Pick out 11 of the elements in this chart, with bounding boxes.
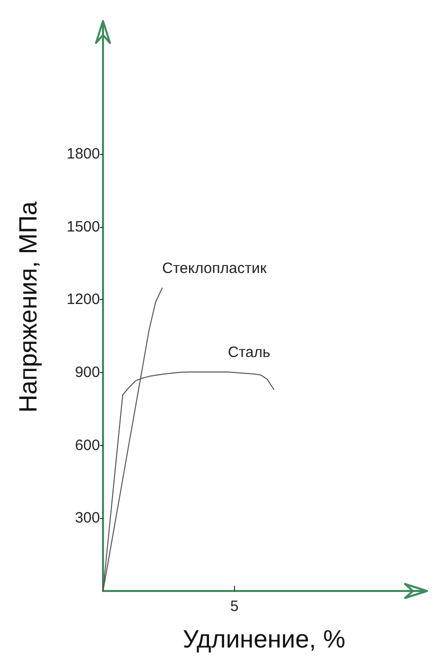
y-tick-label: 600 [74,436,100,454]
x-tick-label: 5 [230,598,239,615]
y-tick-label: 1200 [66,291,100,308]
x-axis-title: Удлинение, % [182,626,346,654]
series-label: Стеклопластик [162,260,267,278]
series-label: Сталь [228,344,270,362]
y-tick-label: 900 [74,364,100,382]
y-tick-label: 1800 [66,146,100,163]
y-tick-label: 300 [74,510,100,527]
y-axis-title: Напряжения, МПа [14,201,42,413]
y-tick-label: 1500 [66,218,100,236]
